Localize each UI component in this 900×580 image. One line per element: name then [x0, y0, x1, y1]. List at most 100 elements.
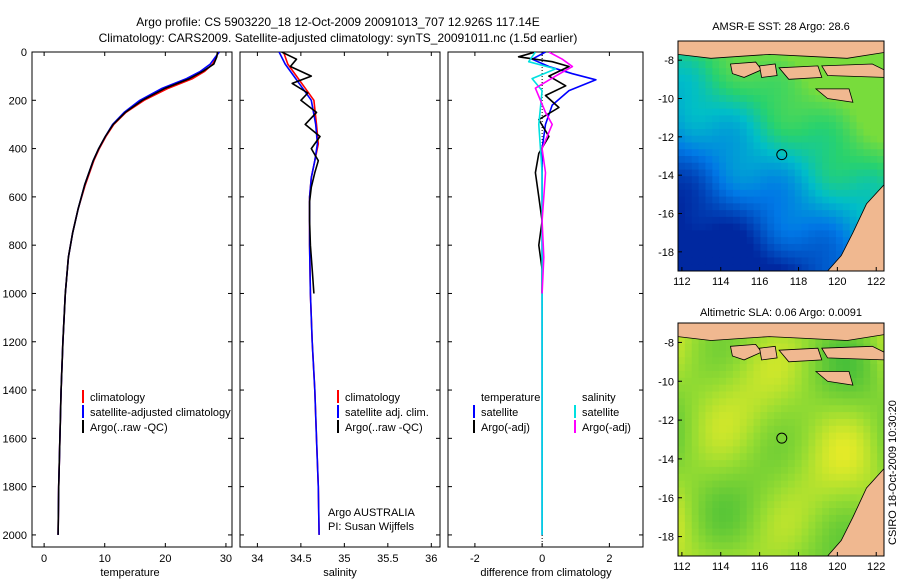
map-cell — [815, 149, 823, 157]
map-cell — [781, 535, 789, 543]
map-cell — [822, 128, 830, 137]
map-cell — [787, 480, 796, 488]
map-cell — [719, 418, 727, 427]
map-cell — [815, 460, 823, 468]
map-cell — [877, 61, 884, 69]
map-cell — [746, 453, 754, 461]
figure-title-line2: Climatology: CARS2009. Satellite-adjuste… — [99, 31, 578, 45]
map-cell — [774, 521, 782, 529]
map-cell — [739, 74, 748, 82]
map-cell — [842, 453, 851, 461]
map-cell — [753, 264, 761, 271]
map-cell — [822, 466, 830, 475]
map-cell — [863, 189, 871, 197]
map-cell — [746, 210, 754, 218]
map-cell — [726, 473, 734, 482]
map-cell — [856, 203, 864, 211]
map-lon-label: 122 — [867, 561, 885, 573]
legend-label-satellite: satellite adj. clim. — [345, 407, 429, 419]
map-cell — [719, 101, 727, 110]
map-cell — [746, 460, 754, 468]
map-cell — [705, 460, 713, 468]
map-cell — [808, 370, 816, 379]
map-cell — [705, 189, 713, 197]
map-cell — [705, 243, 713, 252]
map-cell — [787, 237, 796, 245]
map-cell — [877, 169, 884, 177]
map-cell — [712, 480, 720, 488]
map-cell — [787, 398, 796, 406]
map-cell — [849, 81, 857, 89]
map-cell — [712, 61, 720, 69]
map-cell — [808, 122, 816, 130]
map-cell — [753, 391, 761, 399]
map-cell — [684, 466, 693, 475]
map-cell — [705, 61, 713, 69]
map-cell — [760, 183, 768, 191]
map-cell — [732, 183, 741, 191]
map-cell — [767, 74, 775, 82]
map-cell — [877, 149, 884, 157]
map-cell — [794, 162, 802, 170]
map-cell — [808, 128, 816, 137]
map-cell — [732, 521, 741, 529]
map-cell — [712, 398, 720, 406]
map-cell — [829, 391, 837, 399]
map-cell — [698, 494, 706, 502]
map-cell — [863, 54, 871, 62]
temperature-satellite-line — [57, 52, 220, 535]
map-cell — [739, 357, 748, 365]
map-cell — [842, 128, 851, 137]
map-cell — [732, 514, 741, 523]
map-cell — [739, 264, 748, 271]
map-cell — [835, 446, 844, 454]
map-cell — [794, 364, 802, 372]
map-cell — [835, 101, 844, 110]
map-cell — [753, 237, 761, 245]
map-cell — [801, 237, 809, 245]
map-cell — [849, 439, 857, 447]
map-cell — [678, 514, 686, 523]
map-cell — [781, 412, 789, 420]
map-cell — [856, 370, 864, 379]
map-cell — [684, 377, 693, 386]
map-cell — [691, 343, 699, 351]
map-cell — [684, 54, 693, 62]
map-cell — [801, 412, 809, 420]
map-cell — [767, 514, 775, 523]
map-cell — [684, 74, 693, 82]
map-cell — [760, 357, 768, 365]
map-cell — [705, 88, 713, 96]
x-tick-label: 10 — [99, 553, 111, 565]
map-cell — [712, 95, 720, 103]
salinity-xlabel: salinity — [323, 567, 357, 579]
map-cell — [781, 250, 789, 258]
map-cell — [739, 487, 748, 495]
map-cell — [787, 528, 796, 536]
map-cell — [815, 453, 823, 461]
map-cell — [870, 398, 878, 406]
legend-head-temperature: temperature — [481, 392, 540, 404]
map-cell — [732, 149, 741, 157]
map-cell — [781, 501, 789, 509]
map-cell — [753, 364, 761, 372]
map-cell — [801, 343, 809, 351]
salinity-series — [278, 52, 321, 535]
map-cell — [712, 501, 720, 509]
map-cell — [732, 122, 741, 130]
map-cell — [842, 189, 851, 197]
map-cell — [767, 149, 775, 157]
map-cell — [698, 149, 706, 157]
map-cell — [870, 425, 878, 434]
map-cell — [808, 377, 816, 386]
map-cell — [746, 473, 754, 482]
map-cell — [712, 196, 720, 204]
map-cell — [684, 528, 693, 536]
map-cell — [863, 425, 871, 434]
x-tick-label: 0 — [41, 553, 47, 565]
map-cell — [678, 257, 686, 265]
sst-map-ticks: 112 114 116 118 120 122-8-10-12-14-16-18 — [658, 55, 885, 288]
map-cell — [835, 196, 844, 204]
map-cell — [712, 528, 720, 536]
map-cell — [787, 142, 796, 150]
